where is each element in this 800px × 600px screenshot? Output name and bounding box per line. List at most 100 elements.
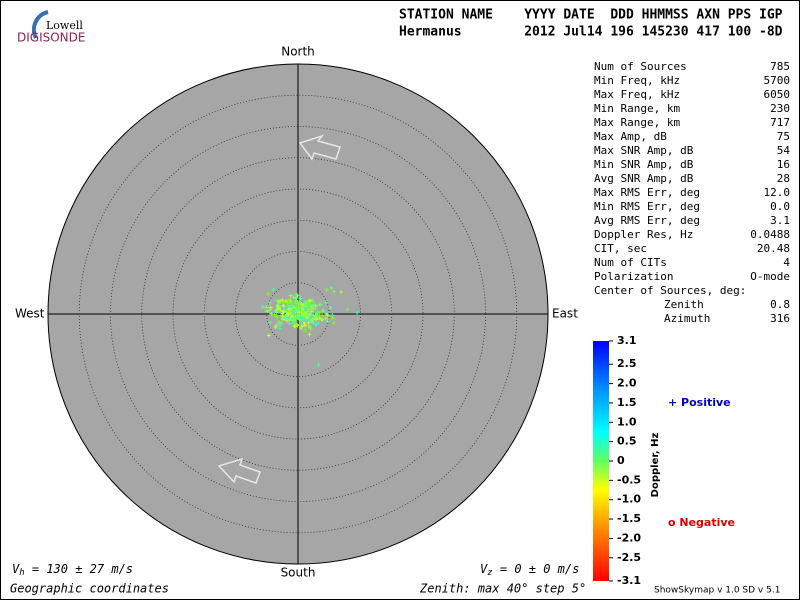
version: ShowSkymap v 1.0 SD v 5.1 <box>654 586 780 596</box>
stat-label: Max SNR Amp, dB <box>594 144 694 157</box>
source-point <box>299 319 304 324</box>
source-point <box>298 303 303 308</box>
source-point <box>294 292 299 297</box>
colorbar-tick-label: 2.0 <box>617 377 637 390</box>
header-line: STATION NAME YYYY DATE DDD HHMMSS AXN PP… <box>399 8 783 23</box>
ring <box>110 126 486 502</box>
logo-bottom: DIGISONDE <box>17 31 85 45</box>
stat-label: Avg RMS Err, deg <box>594 214 700 227</box>
source-point <box>286 321 291 326</box>
source-point <box>271 287 276 292</box>
source-point <box>324 287 329 292</box>
source-point <box>306 320 311 325</box>
legend-negative: o Negative <box>668 516 735 529</box>
source-point <box>267 308 272 313</box>
source-point <box>313 305 318 310</box>
source-point <box>277 326 282 331</box>
stat-value: 54 <box>777 144 791 157</box>
coords: Geographic coordinates <box>10 582 169 596</box>
colorbar-tick-label: -3.1 <box>617 574 641 587</box>
direction: East <box>552 307 578 321</box>
source-point <box>302 317 307 322</box>
source-point <box>273 325 278 330</box>
source-point <box>307 298 312 303</box>
source-point <box>283 299 288 304</box>
ring <box>235 251 361 377</box>
source-point <box>301 314 306 319</box>
source-point <box>268 320 273 325</box>
direction: West <box>15 307 45 321</box>
source-point <box>265 309 270 314</box>
stat-label: Doppler Res, Hz <box>594 228 693 241</box>
center-value: 0.8 <box>770 298 790 311</box>
source-point <box>307 324 312 329</box>
source-point <box>308 304 313 309</box>
ring <box>172 188 424 440</box>
source-point <box>264 305 269 310</box>
colorbar-tick-label: 2.5 <box>617 357 637 370</box>
source-point <box>298 296 303 301</box>
source-point <box>292 318 297 323</box>
header-line: Hermanus 2012 Jul14 196 145230 417 100 -… <box>399 25 783 40</box>
source-point <box>276 306 281 311</box>
source-point <box>269 311 274 316</box>
legend-positive: + Positive <box>668 396 731 409</box>
source-point <box>317 311 322 316</box>
colorbar-tick-label: 0.5 <box>617 435 637 448</box>
source-point <box>302 321 307 326</box>
source-point <box>292 324 297 329</box>
colorbar-tick-label: 0 <box>617 454 625 467</box>
ring <box>203 219 393 409</box>
source-point <box>274 314 279 319</box>
source-point <box>274 310 279 315</box>
source-point <box>292 305 297 310</box>
source-point <box>317 316 322 321</box>
source-point <box>296 314 301 319</box>
stat-value: 12.0 <box>764 186 791 199</box>
stat-value: 5700 <box>764 74 791 87</box>
source-point <box>272 312 277 317</box>
source-point <box>312 316 317 321</box>
source-point <box>285 318 290 323</box>
source-point <box>323 300 328 305</box>
source-point <box>290 309 295 314</box>
stat-value: 0.0 <box>770 200 790 213</box>
source-point <box>316 320 321 325</box>
source-point <box>303 310 308 315</box>
stat-value: 3.1 <box>770 214 790 227</box>
colorbar-tick-label: -0.5 <box>617 473 641 486</box>
source-point <box>298 316 303 321</box>
stat-label: Min SNR Amp, dB <box>594 158 694 171</box>
source-point <box>315 313 320 318</box>
source-point <box>311 302 316 307</box>
colorbar-ticks: 3.1 2.5 2.0 1.5 1.0 0.5 0 -0.5 -1.0 -1.5 -2.0 -2.5 -… <box>609 334 641 587</box>
colorbar-tick-label: -2.0 <box>617 531 641 544</box>
source-point <box>314 322 319 327</box>
source-point <box>318 302 323 307</box>
stat-label: Polarization <box>594 270 673 283</box>
source-point <box>291 295 296 300</box>
stat-label: Min RMS Err, deg <box>594 200 700 213</box>
source-point <box>308 327 313 332</box>
source-point <box>295 301 300 306</box>
stat-value: 75 <box>777 130 790 143</box>
stat-label: Max Freq, kHz <box>594 88 680 101</box>
center-label: Azimuth <box>664 312 710 325</box>
source-point <box>276 319 281 324</box>
source-point <box>293 299 298 304</box>
source-point <box>289 301 294 306</box>
stat-label: Avg SNR Amp, dB <box>594 172 694 185</box>
vz: Vz = 0 ± 0 m/s <box>480 562 579 578</box>
logo-arc <box>31 10 49 39</box>
stat-value: 4 <box>783 256 790 269</box>
source-point <box>307 302 312 307</box>
stats: Num of Sources 785 Min Freq, kHz 5700 Max Fr… <box>594 60 790 283</box>
stat-label: Min Freq, kHz <box>594 74 680 87</box>
ring <box>78 94 518 534</box>
stat-label: Max Range, km <box>594 116 680 129</box>
source-point <box>277 303 282 308</box>
stat-label: Min Range, km <box>594 102 680 115</box>
source-point <box>281 309 286 314</box>
source-point <box>279 321 284 326</box>
source-point <box>307 332 312 337</box>
